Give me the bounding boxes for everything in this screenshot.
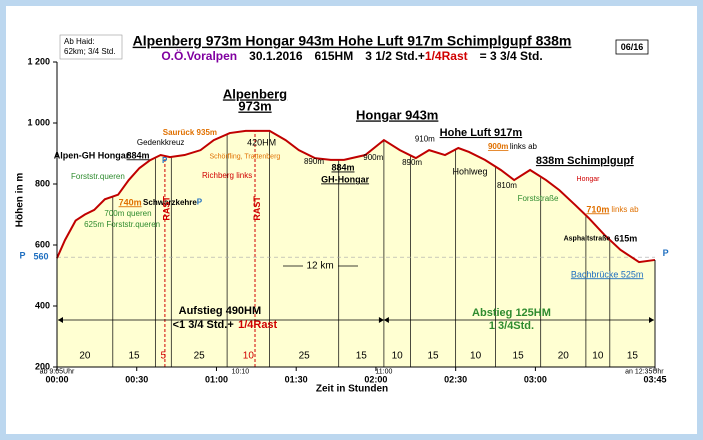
- annotation: Saurück 935m: [163, 128, 217, 137]
- annotation: P: [197, 197, 203, 206]
- annotation: 420HM: [247, 138, 276, 148]
- annotation: Forststr.queren: [71, 172, 125, 181]
- annotation: RAST: [162, 196, 172, 221]
- area: [57, 130, 655, 367]
- x-tick-label: 00:30: [125, 374, 148, 384]
- annotation: 615m: [614, 233, 637, 243]
- annotation: links ab: [510, 142, 538, 151]
- badge-box: [615, 39, 649, 55]
- segment-label: 25: [194, 351, 206, 362]
- subtitle-part: 1/4Rast: [425, 49, 480, 63]
- annotation: 900m: [488, 142, 508, 151]
- x-tick-label: 03:00: [524, 374, 547, 384]
- segment-label: 15: [627, 351, 639, 362]
- x-tick-label: 03:45: [643, 374, 666, 384]
- annotation: <1 3/4 Std.+: [173, 319, 234, 331]
- info-line: 62km; 3/4 Std.: [64, 47, 116, 56]
- annotation: Gedenkkreuz: [137, 138, 185, 147]
- annotation: 973m: [238, 99, 271, 114]
- info-line: Ab Haid:: [64, 37, 95, 46]
- segment-label: 15: [129, 351, 141, 362]
- annotation: 890m: [402, 158, 422, 167]
- segment-label: 10: [592, 351, 604, 362]
- annotation: 12 km: [307, 261, 334, 272]
- annotation: Bachbrücke 525m: [571, 269, 644, 279]
- annotation: Richberg links: [202, 171, 252, 180]
- annotation: P: [19, 251, 25, 261]
- annotation: 900m: [363, 153, 383, 162]
- annotation: 560: [34, 252, 49, 262]
- annotation: 910m: [415, 134, 435, 143]
- annotation: 1/4Rast: [238, 319, 277, 331]
- y-tick-label: 200: [35, 361, 50, 371]
- segment-label: 15: [428, 351, 440, 362]
- annotation: P: [663, 248, 669, 258]
- info-box: [59, 34, 123, 60]
- x-tick-label: 01:30: [285, 374, 308, 384]
- annotation: 740m: [119, 197, 142, 207]
- chart-title: Alpenberg 973m Hongar 943m Hohe Luft 917…: [133, 33, 572, 49]
- annotation: Alpenberg: [223, 86, 287, 101]
- annotation: 890m: [304, 157, 324, 166]
- annotation: links ab: [611, 205, 639, 214]
- annotation: 11:00: [375, 368, 392, 375]
- annotation: Hohe Luft 917m: [440, 127, 523, 139]
- annotation: 625m Forststr.queren: [84, 220, 160, 229]
- annotation: 1 3/4Std.: [489, 320, 534, 332]
- x-tick-label: 02:00: [364, 374, 387, 384]
- y-tick-label: 400: [35, 300, 50, 310]
- annotation: Hohlweg: [453, 166, 488, 176]
- segment-label: 10: [243, 351, 255, 362]
- x-tick-label: 02:30: [444, 374, 467, 384]
- annotation: 710m: [586, 204, 609, 214]
- x-tick-label: 00:00: [45, 374, 68, 384]
- subtitle-part: 30.1.2016: [249, 49, 314, 63]
- annotation: an 12:35Uhr: [625, 368, 664, 375]
- segment-label: 5: [161, 351, 167, 362]
- annotation: 10:10: [232, 368, 250, 375]
- x-axis-label: Zeit in Stunden: [316, 384, 388, 395]
- y-tick-label: 600: [35, 239, 50, 249]
- y-tick-label: 1 200: [27, 56, 50, 66]
- annotation: RAST: [252, 196, 262, 221]
- subtitle-part: = 3 3/4 Std.: [480, 49, 543, 63]
- segment-label: 10: [392, 351, 404, 362]
- subtitle-part: O.Ö.Voralpen: [161, 48, 249, 63]
- segment-label: 15: [356, 351, 368, 362]
- y-axis-label: Höhen in m: [15, 173, 26, 228]
- annotation: Forststraße: [518, 194, 559, 203]
- badge: 06/16: [621, 42, 644, 52]
- annotation: Asphaltstraße: [564, 236, 611, 243]
- annotation: 838m Schimplgupf: [536, 155, 634, 167]
- annotation: 700m queren: [104, 209, 151, 218]
- annotation: P: [162, 156, 168, 165]
- segment-label: 15: [513, 351, 525, 362]
- x-tick-label: 01:00: [205, 374, 228, 384]
- annotation: 810m: [497, 181, 517, 190]
- annotation: ab 9:05Uhr: [40, 368, 75, 375]
- annotation: Abstieg 125HM: [472, 307, 551, 319]
- segment-label: 25: [299, 351, 311, 362]
- annotation: 884m: [127, 150, 150, 160]
- annotation: Hongar: [577, 176, 601, 183]
- subtitle-part: 3 1/2 Std.+: [365, 49, 425, 63]
- annotation: Alpen-GH Hongar: [54, 150, 130, 160]
- y-tick-label: 1 000: [27, 117, 50, 127]
- annotation: Aufstieg 490HM: [179, 305, 262, 317]
- annotation: Schörfling, Trattenberg: [209, 154, 280, 161]
- segment-label: 20: [558, 351, 570, 362]
- subtitle-part: 615HM: [315, 49, 366, 63]
- y-tick-label: 800: [35, 178, 50, 188]
- subtitle: O.Ö.Voralpen 30.1.2016 615HM 3 1/2 Std.+…: [161, 48, 542, 63]
- annotation: 884m: [331, 163, 354, 173]
- annotation: Schwarzkehre: [143, 198, 197, 207]
- profile-line: [56, 129, 656, 264]
- annotation: GH-Hongar: [321, 174, 369, 184]
- annotation: Hongar 943m: [356, 107, 438, 122]
- segment-label: 20: [79, 351, 91, 362]
- segment-label: 10: [470, 351, 482, 362]
